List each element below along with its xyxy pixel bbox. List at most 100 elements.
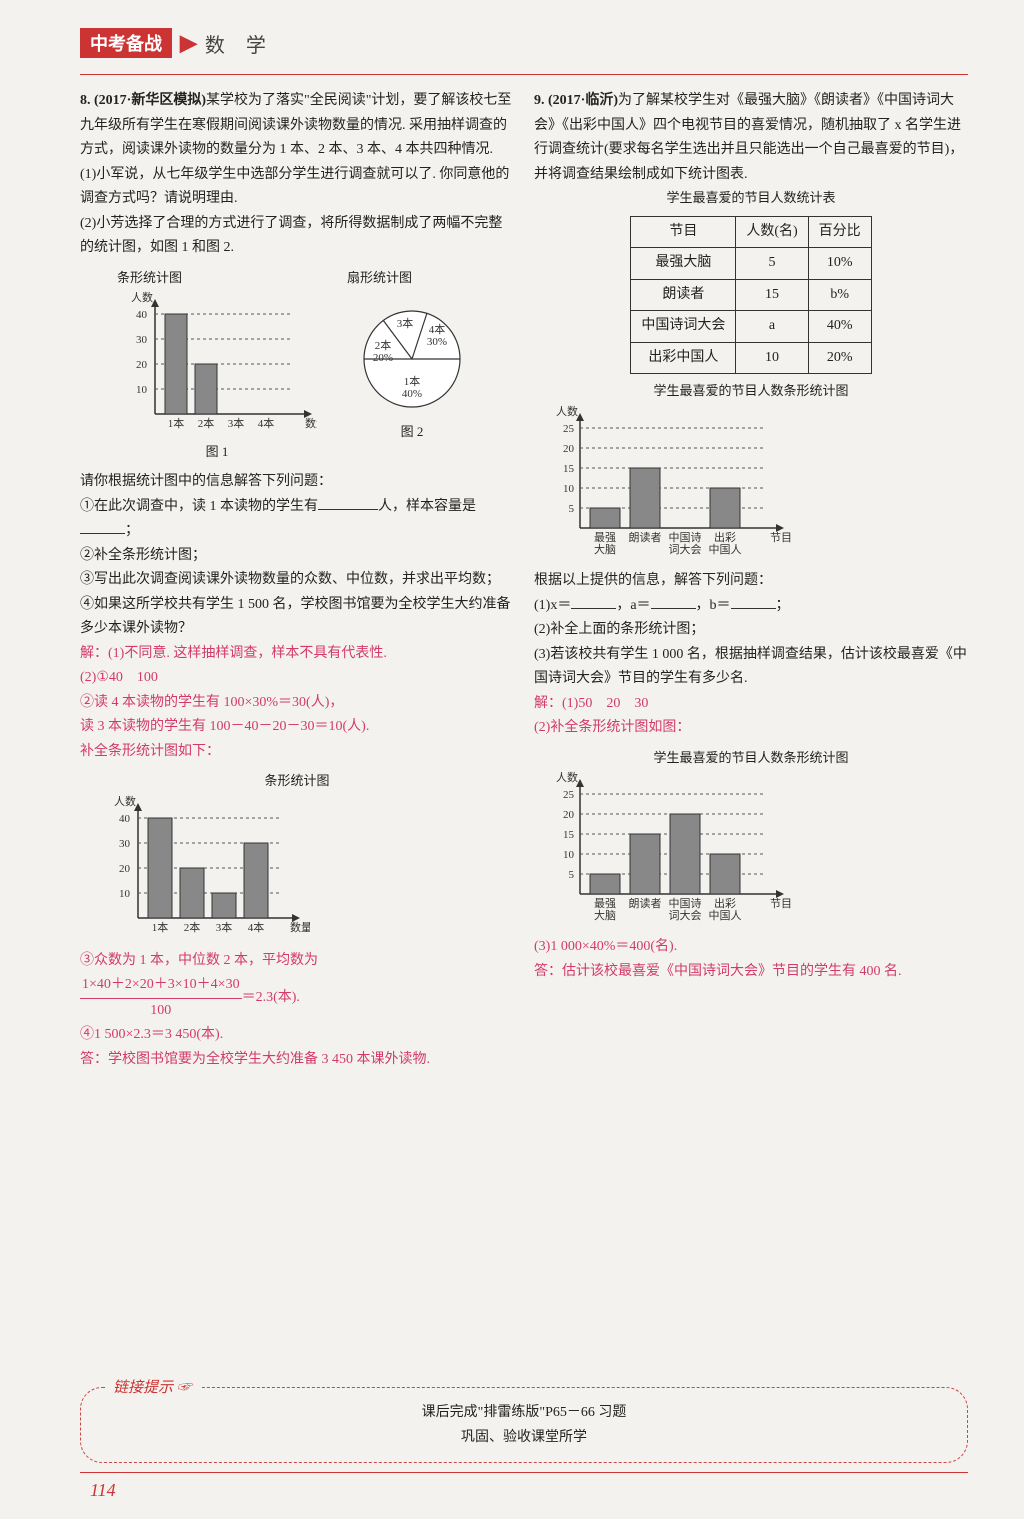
blank-a[interactable] [651,595,696,609]
svg-text:40%: 40% [402,388,422,400]
svg-text:25: 25 [563,423,575,435]
q9-bar-title: 学生最喜爱的节目人数条形统计图 [534,380,968,403]
q8-item3: ③写出此次调查阅读课外读物数量的众数、中位数，并求出平均数； [80,568,514,593]
blank-b[interactable] [731,595,776,609]
q8-fig2-label: 图 2 [347,421,477,444]
table-row: 中国诗词大会a40% [631,311,871,343]
table-row: 最强大脑510% [631,248,871,280]
q8-ans2a: (2)①40 100 [80,666,514,691]
y-axis-label: 人数 [131,291,153,304]
q9-p3: (3)若该校共有学生 1 000 名，根据抽样调查结果，估计该校最喜爱《中国诗词… [534,643,968,692]
q8-fig1-label: 图 1 [117,441,317,464]
q8-bar2-chart: 条形统计图 人数 10 20 30 40 1本 2本 3本 4本 数量 [80,770,514,943]
q8-ans1: 解：(1)不同意. 这样抽样调查，样本不具有代表性. [80,642,514,667]
svg-text:中国诗: 中国诗 [669,896,702,910]
svg-text:20: 20 [563,443,575,455]
page-number: 114 [90,1480,116,1501]
svg-text:1本: 1本 [152,920,169,934]
blank-2[interactable] [80,520,125,534]
q8-afterfig: 请你根据统计图中的信息解答下列问题： [80,470,514,495]
header-subject: 数 学 [205,29,274,58]
svg-text:5: 5 [569,869,575,881]
svg-text:4本: 4本 [258,416,275,430]
svg-text:10: 10 [119,888,131,900]
q9-intro: 9. (2017·临沂)为了解某校学生对《最强大脑》《朗读者》《中国诗词大会》《… [534,89,968,187]
header-arrow-icon: ▶ [180,30,197,56]
q9-bar-svg: 人数 5 10 15 20 25 最强 大脑 朗读者 中国诗 词大会 出彩 中国… [534,403,794,563]
svg-text:人数: 人数 [114,795,136,808]
svg-text:20: 20 [136,359,148,371]
page-header: 中考备战 ▶ 数 学 [80,28,968,58]
svg-text:1本: 1本 [168,416,185,430]
blank-x[interactable] [571,595,616,609]
svg-text:4本: 4本 [248,920,265,934]
q8-ans4a: ④1 500×2.3＝3 450(本). [80,1023,514,1048]
q9-ans1: 解：(1)50 20 30 [534,692,968,717]
svg-text:人数: 人数 [556,405,578,418]
q8-label: 8. (2017·新华区模拟) [80,93,206,108]
svg-text:节目: 节目 [770,897,792,910]
q8-ans4b: 答：学校图书馆要为全校学生大约准备 3 450 本课外读物. [80,1048,514,1073]
q8-part2: (2)小芳选择了合理的方式进行了调查，将所得数据制成了两幅不完整的统计图，如图 … [80,212,514,261]
q8-item1: ①在此次调查中，读 1 本读物的学生有人，样本容量是； [80,495,514,544]
header-rule [80,74,968,75]
q8-ans2b: ②读 4 本读物的学生有 100×30%＝30(人)， [80,691,514,716]
q9-bar-chart: 学生最喜爱的节目人数条形统计图 人数 5 10 15 20 25 最强 大脑 朗… [534,380,968,563]
q8-bar-chart: 条形统计图 人数 10 20 30 40 1本 2本 3本 4 [117,267,317,465]
svg-text:词大会: 词大会 [669,542,702,556]
svg-text:数量: 数量 [305,417,317,430]
q8-figures: 条形统计图 人数 10 20 30 40 1本 2本 3本 4 [80,267,514,465]
svg-text:3本: 3本 [216,920,233,934]
svg-text:30: 30 [119,838,131,850]
svg-text:出彩: 出彩 [714,530,736,544]
svg-text:词大会: 词大会 [669,908,702,922]
svg-text:2本: 2本 [198,416,215,430]
svg-text:人数: 人数 [556,771,578,784]
svg-text:30%: 30% [427,336,447,348]
svg-text:10: 10 [563,849,575,861]
column-right: 9. (2017·临沂)为了解某校学生对《最强大脑》《朗读者》《中国诗词大会》《… [534,89,968,1072]
q8-ans3-frac: 1×40＋2×20＋3×10＋4×30100＝2.3(本). [80,973,514,1023]
link-label: 链接提示 ☞ [105,1376,200,1397]
q8-ans2d: 补全条形统计图如下： [80,740,514,765]
q9-label: 9. (2017·临沂) [534,93,618,108]
q9-after: 根据以上提供的信息，解答下列问题： [534,569,968,594]
svg-text:节目: 节目 [770,531,792,544]
q9-table: 节目人数(名)百分比 最强大脑510% 朗读者15b% 中国诗词大会a40% 出… [630,216,871,375]
table-row: 朗读者15b% [631,279,871,311]
q8-bar2-title: 条形统计图 [80,770,514,793]
link-line1: 课后完成"排雷练版"P65－66 习题 [105,1400,943,1425]
svg-text:2本: 2本 [184,920,201,934]
svg-text:大脑: 大脑 [594,542,616,556]
svg-text:中国诗: 中国诗 [669,530,702,544]
svg-text:出彩: 出彩 [714,896,736,910]
q8-item4: ④如果这所学校共有学生 1 500 名，学校图书馆要为全校学生大约准备多少本课外… [80,593,514,642]
svg-text:20: 20 [119,863,131,875]
q9-ans3b: 答：估计该校最喜爱《中国诗词大会》节目的学生有 400 名. [534,960,968,985]
svg-text:最强: 最强 [594,897,616,910]
q9-ans3a: (3)1 000×40%＝400(名). [534,935,968,960]
svg-text:40: 40 [119,813,131,825]
q8-pie-svg: 1本 40% 2本 20% 3本 4本 30% [347,289,477,419]
q9-table-title: 学生最喜爱的节目人数统计表 [534,187,968,210]
pointing-hand-icon: ☞ [177,1380,192,1396]
q8-bar-svg: 人数 10 20 30 40 1本 2本 3本 4本 数量 [117,289,317,439]
q8-pie-chart: 扇形统计图 1本 40% 2本 20% 3本 4本 30% 图 2 [347,267,477,445]
svg-text:30: 30 [136,334,148,346]
q8-bar-title: 条形统计图 [117,267,317,290]
link-line2: 巩固、验收课堂所学 [105,1425,943,1450]
q8-ans2c: 读 3 本读物的学生有 100－40－20－30＝10(人). [80,715,514,740]
link-hint-box: 链接提示 ☞ 课后完成"排雷练版"P65－66 习题 巩固、验收课堂所学 [80,1387,968,1463]
blank-1[interactable] [318,496,378,510]
svg-text:最强: 最强 [594,531,616,544]
q8-ans3a: ③众数为 1 本，中位数 2 本，平均数为 [80,949,514,974]
column-left: 8. (2017·新华区模拟)某学校为了落实"全民阅读"计划，要了解该校七至九年… [80,89,514,1072]
q9-bar2-chart: 学生最喜爱的节目人数条形统计图 人数 5 10 15 20 25 最强 大脑 朗… [534,747,968,930]
svg-text:15: 15 [563,463,575,475]
page-footer-rule [80,1472,968,1473]
svg-text:20%: 20% [373,352,393,364]
q8-pie-title: 扇形统计图 [347,267,477,290]
svg-text:1本: 1本 [404,374,421,388]
q8-bar2-svg: 人数 10 20 30 40 1本 2本 3本 4本 数量 [80,793,310,943]
svg-text:25: 25 [563,789,575,801]
